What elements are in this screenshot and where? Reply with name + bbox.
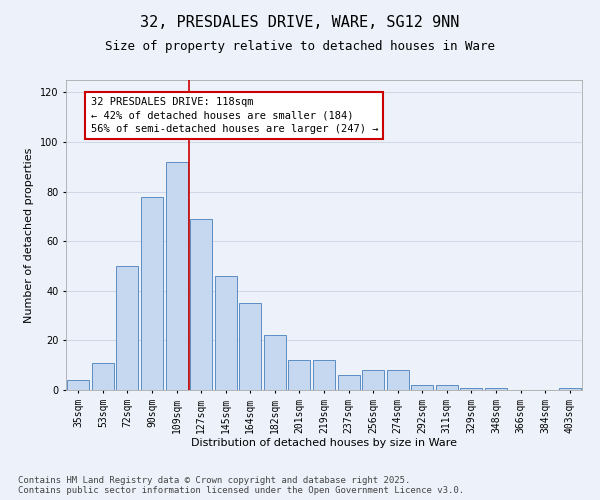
Y-axis label: Number of detached properties: Number of detached properties <box>25 148 34 322</box>
Bar <box>166 162 188 390</box>
Bar <box>386 370 409 390</box>
Text: Contains HM Land Registry data © Crown copyright and database right 2025.
Contai: Contains HM Land Registry data © Crown c… <box>18 476 464 495</box>
Bar <box>338 375 359 390</box>
Bar <box>313 360 335 390</box>
Bar <box>92 362 114 390</box>
X-axis label: Distribution of detached houses by size in Ware: Distribution of detached houses by size … <box>191 438 457 448</box>
Bar <box>289 360 310 390</box>
Text: 32, PRESDALES DRIVE, WARE, SG12 9NN: 32, PRESDALES DRIVE, WARE, SG12 9NN <box>140 15 460 30</box>
Bar <box>141 196 163 390</box>
Bar <box>436 385 458 390</box>
Text: 32 PRESDALES DRIVE: 118sqm
← 42% of detached houses are smaller (184)
56% of sem: 32 PRESDALES DRIVE: 118sqm ← 42% of deta… <box>91 98 378 134</box>
Bar <box>559 388 581 390</box>
Bar <box>215 276 237 390</box>
Bar <box>411 385 433 390</box>
Bar <box>485 388 507 390</box>
Bar <box>190 219 212 390</box>
Bar <box>264 336 286 390</box>
Bar <box>116 266 139 390</box>
Bar <box>67 380 89 390</box>
Bar <box>460 388 482 390</box>
Bar <box>239 303 262 390</box>
Bar <box>362 370 384 390</box>
Text: Size of property relative to detached houses in Ware: Size of property relative to detached ho… <box>105 40 495 53</box>
